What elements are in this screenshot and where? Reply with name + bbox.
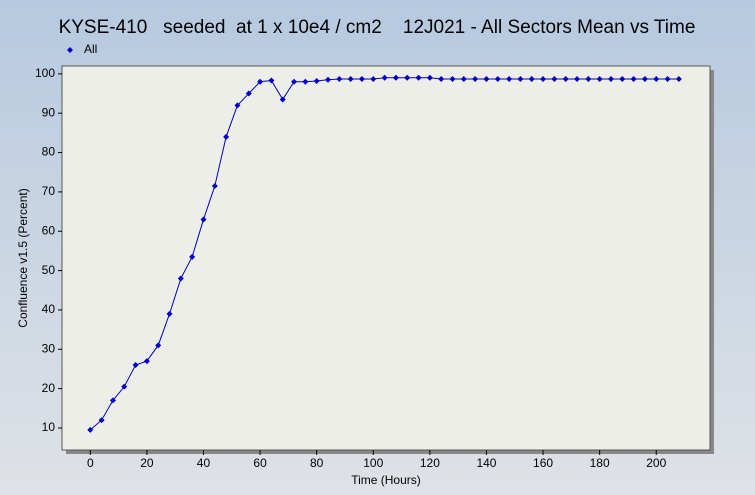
data-point: [313, 77, 320, 84]
data-point: [132, 362, 139, 369]
y-tick-label: 90: [42, 105, 56, 119]
y-tick-label: 20: [42, 381, 56, 395]
data-point: [574, 75, 581, 82]
plot-area: [61, 65, 711, 451]
x-tick-label: 120: [420, 456, 440, 470]
x-tick-label: 160: [533, 456, 553, 470]
data-point: [472, 75, 479, 82]
y-tick-label: 50: [42, 263, 56, 277]
data-point: [664, 75, 671, 82]
data-point: [291, 78, 298, 85]
x-tick-label: 180: [590, 456, 610, 470]
y-tick-label: 100: [35, 66, 55, 80]
data-point: [324, 76, 331, 83]
data-point: [596, 75, 603, 82]
x-tick-label: 140: [476, 456, 496, 470]
data-point: [279, 96, 286, 103]
data-point: [166, 310, 173, 317]
data-point: [404, 74, 411, 81]
y-axis-label: Confluence v1.5 (Percent): [16, 188, 30, 327]
data-point: [211, 183, 218, 189]
data-point: [121, 383, 128, 390]
x-tick-label: 60: [253, 456, 267, 470]
x-tick-label: 200: [646, 456, 666, 470]
y-tick-label: 40: [42, 302, 56, 316]
data-point: [302, 78, 309, 85]
data-point: [109, 397, 116, 404]
y-tick-label: 30: [42, 341, 56, 355]
x-tick-label: 80: [310, 456, 324, 470]
data-point: [143, 358, 150, 365]
data-point: [392, 74, 399, 81]
data-point: [630, 75, 637, 82]
data-point: [483, 75, 490, 82]
y-tick-label: 80: [42, 145, 56, 159]
data-point: [562, 75, 569, 82]
x-axis-label: Time (Hours): [351, 473, 421, 487]
data-point: [528, 75, 535, 82]
data-point: [189, 253, 196, 260]
data-point: [517, 75, 524, 82]
data-point: [268, 77, 275, 84]
data-point: [415, 74, 422, 81]
data-point: [460, 75, 467, 82]
data-point: [336, 75, 343, 82]
x-tick-label: 20: [140, 456, 154, 470]
data-point: [438, 75, 445, 82]
chart-title: KYSE-410 seeded at 1 x 10e4 / cm2 12J021…: [59, 17, 696, 38]
data-point: [619, 75, 626, 82]
data-point: [607, 75, 614, 82]
y-tick-label: 60: [42, 223, 56, 237]
data-point: [234, 102, 241, 109]
data-point: [347, 75, 354, 82]
data-point: [641, 75, 648, 82]
legend-marker: [67, 47, 73, 53]
data-point: [551, 75, 558, 82]
data-point: [653, 75, 660, 82]
y-tick-label: 10: [42, 420, 56, 434]
data-point: [506, 75, 513, 82]
data-point: [177, 275, 184, 282]
data-point: [358, 75, 365, 82]
data-point: [370, 75, 377, 82]
x-tick-label: 0: [87, 456, 94, 470]
data-point: [381, 74, 388, 81]
data-point: [449, 75, 456, 82]
data-point: [87, 426, 94, 433]
data-point: [494, 75, 501, 82]
data-point: [200, 216, 207, 223]
data-point: [257, 78, 264, 85]
y-tick-label: 70: [42, 184, 56, 198]
data-point: [426, 74, 433, 81]
data-point: [223, 133, 230, 140]
data-point: [98, 417, 105, 424]
data-point: [245, 90, 252, 97]
legend-label: All: [84, 42, 97, 56]
data-point: [675, 75, 682, 82]
x-tick-label: 40: [197, 456, 211, 470]
data-point: [540, 75, 547, 82]
data-point: [155, 342, 162, 349]
x-tick-label: 100: [363, 456, 383, 470]
data-point: [585, 75, 592, 82]
